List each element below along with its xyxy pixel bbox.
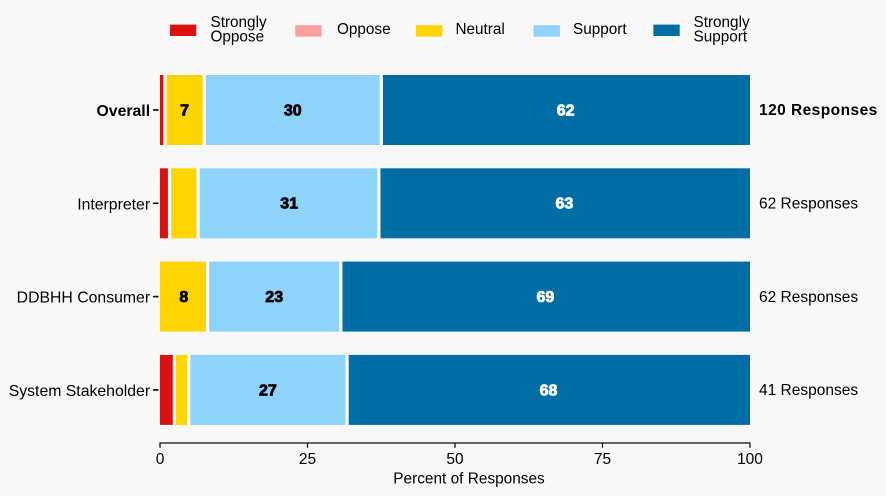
svg-text:27: 27 (259, 382, 277, 399)
svg-text:62 Responses: 62 Responses (759, 196, 858, 213)
svg-text:68: 68 (540, 382, 558, 399)
svg-text:Support: Support (573, 21, 627, 38)
svg-text:25: 25 (299, 451, 316, 468)
svg-text:31: 31 (280, 196, 298, 213)
svg-text:Strongly: Strongly (211, 14, 267, 31)
svg-text:75: 75 (594, 451, 611, 468)
svg-text:7: 7 (180, 102, 189, 119)
svg-text:120 Responses: 120 Responses (759, 102, 878, 119)
svg-text:23: 23 (265, 289, 283, 306)
svg-text:62 Responses: 62 Responses (759, 289, 858, 306)
svg-text:0: 0 (156, 451, 165, 468)
svg-text:Support: Support (694, 29, 748, 46)
svg-text:Overall: Overall (97, 103, 151, 120)
svg-text:System Stakeholder: System Stakeholder (9, 383, 150, 400)
svg-text:DDBHH Consumer: DDBHH Consumer (17, 290, 150, 307)
svg-text:69: 69 (537, 289, 555, 306)
svg-text:100: 100 (737, 451, 763, 468)
svg-text:Percent of Responses: Percent of Responses (393, 471, 545, 488)
svg-text:62: 62 (557, 102, 575, 119)
svg-text:Interpreter: Interpreter (77, 196, 150, 213)
svg-text:Oppose: Oppose (337, 21, 391, 38)
svg-text:41 Responses: 41 Responses (759, 382, 858, 399)
svg-text:Neutral: Neutral (456, 21, 505, 38)
svg-text:50: 50 (446, 451, 464, 468)
svg-text:Strongly: Strongly (694, 14, 750, 31)
svg-text:Oppose: Oppose (211, 29, 265, 46)
svg-text:30: 30 (284, 102, 302, 119)
svg-text:63: 63 (556, 196, 574, 213)
svg-text:8: 8 (179, 289, 188, 306)
